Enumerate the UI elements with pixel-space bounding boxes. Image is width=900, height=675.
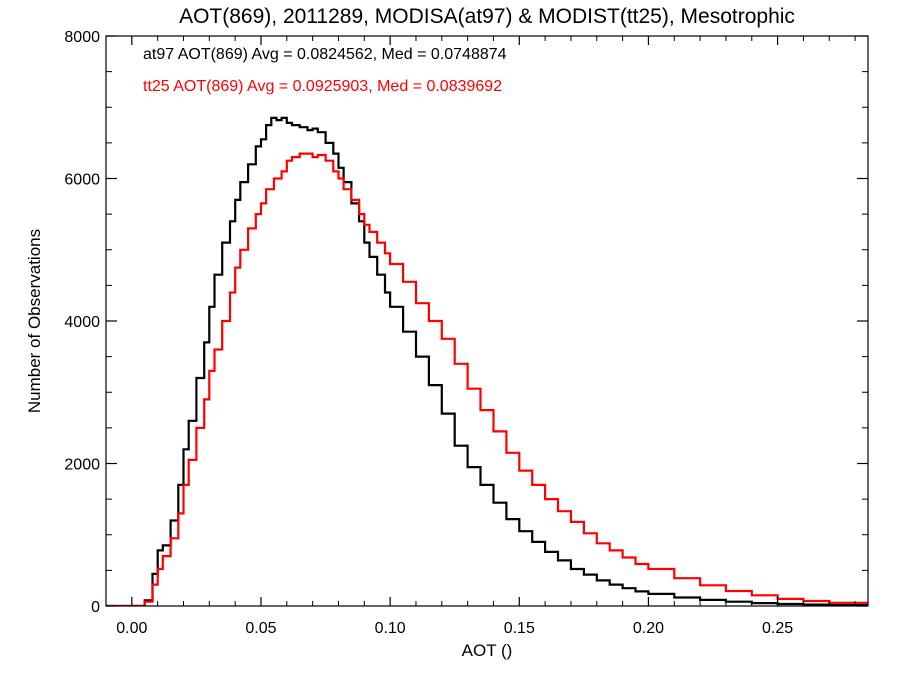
y-tick-label: 6000 [64, 172, 100, 189]
legend-entry-at97: at97 AOT(869) Avg = 0.0824562, Med = 0.0… [143, 46, 507, 63]
plot-area: 0.00 0.05 0.10 0.15 0.20 0.25 0 2000 4000 6000 800… [64, 29, 869, 637]
y-axis-label: Number of Observations [25, 229, 44, 413]
y-tick-label: 0 [91, 599, 100, 616]
legend-entry-tt25: tt25 AOT(869) Avg = 0.0925903, Med = 0.0… [143, 78, 502, 95]
plot-frame [105, 35, 869, 607]
x-tick-label: 0.25 [762, 620, 793, 637]
series-line-at97 [106, 116, 868, 606]
series-line-tt25 [106, 152, 868, 606]
y-tick-label: 8000 [64, 29, 100, 46]
x-axis-label: AOT () [462, 641, 513, 660]
x-tick-label: 0.20 [633, 620, 664, 637]
y-tick-label: 4000 [64, 314, 100, 331]
y-tick-label: 2000 [64, 457, 100, 474]
x-tick-label: 0.10 [375, 620, 406, 637]
x-tick-label: 0.05 [245, 620, 276, 637]
chart-title: AOT(869), 2011289, MODISA(at97) & MODIST… [179, 5, 795, 28]
x-tick-label: 0.00 [116, 620, 147, 637]
x-tick-label: 0.15 [504, 620, 535, 637]
